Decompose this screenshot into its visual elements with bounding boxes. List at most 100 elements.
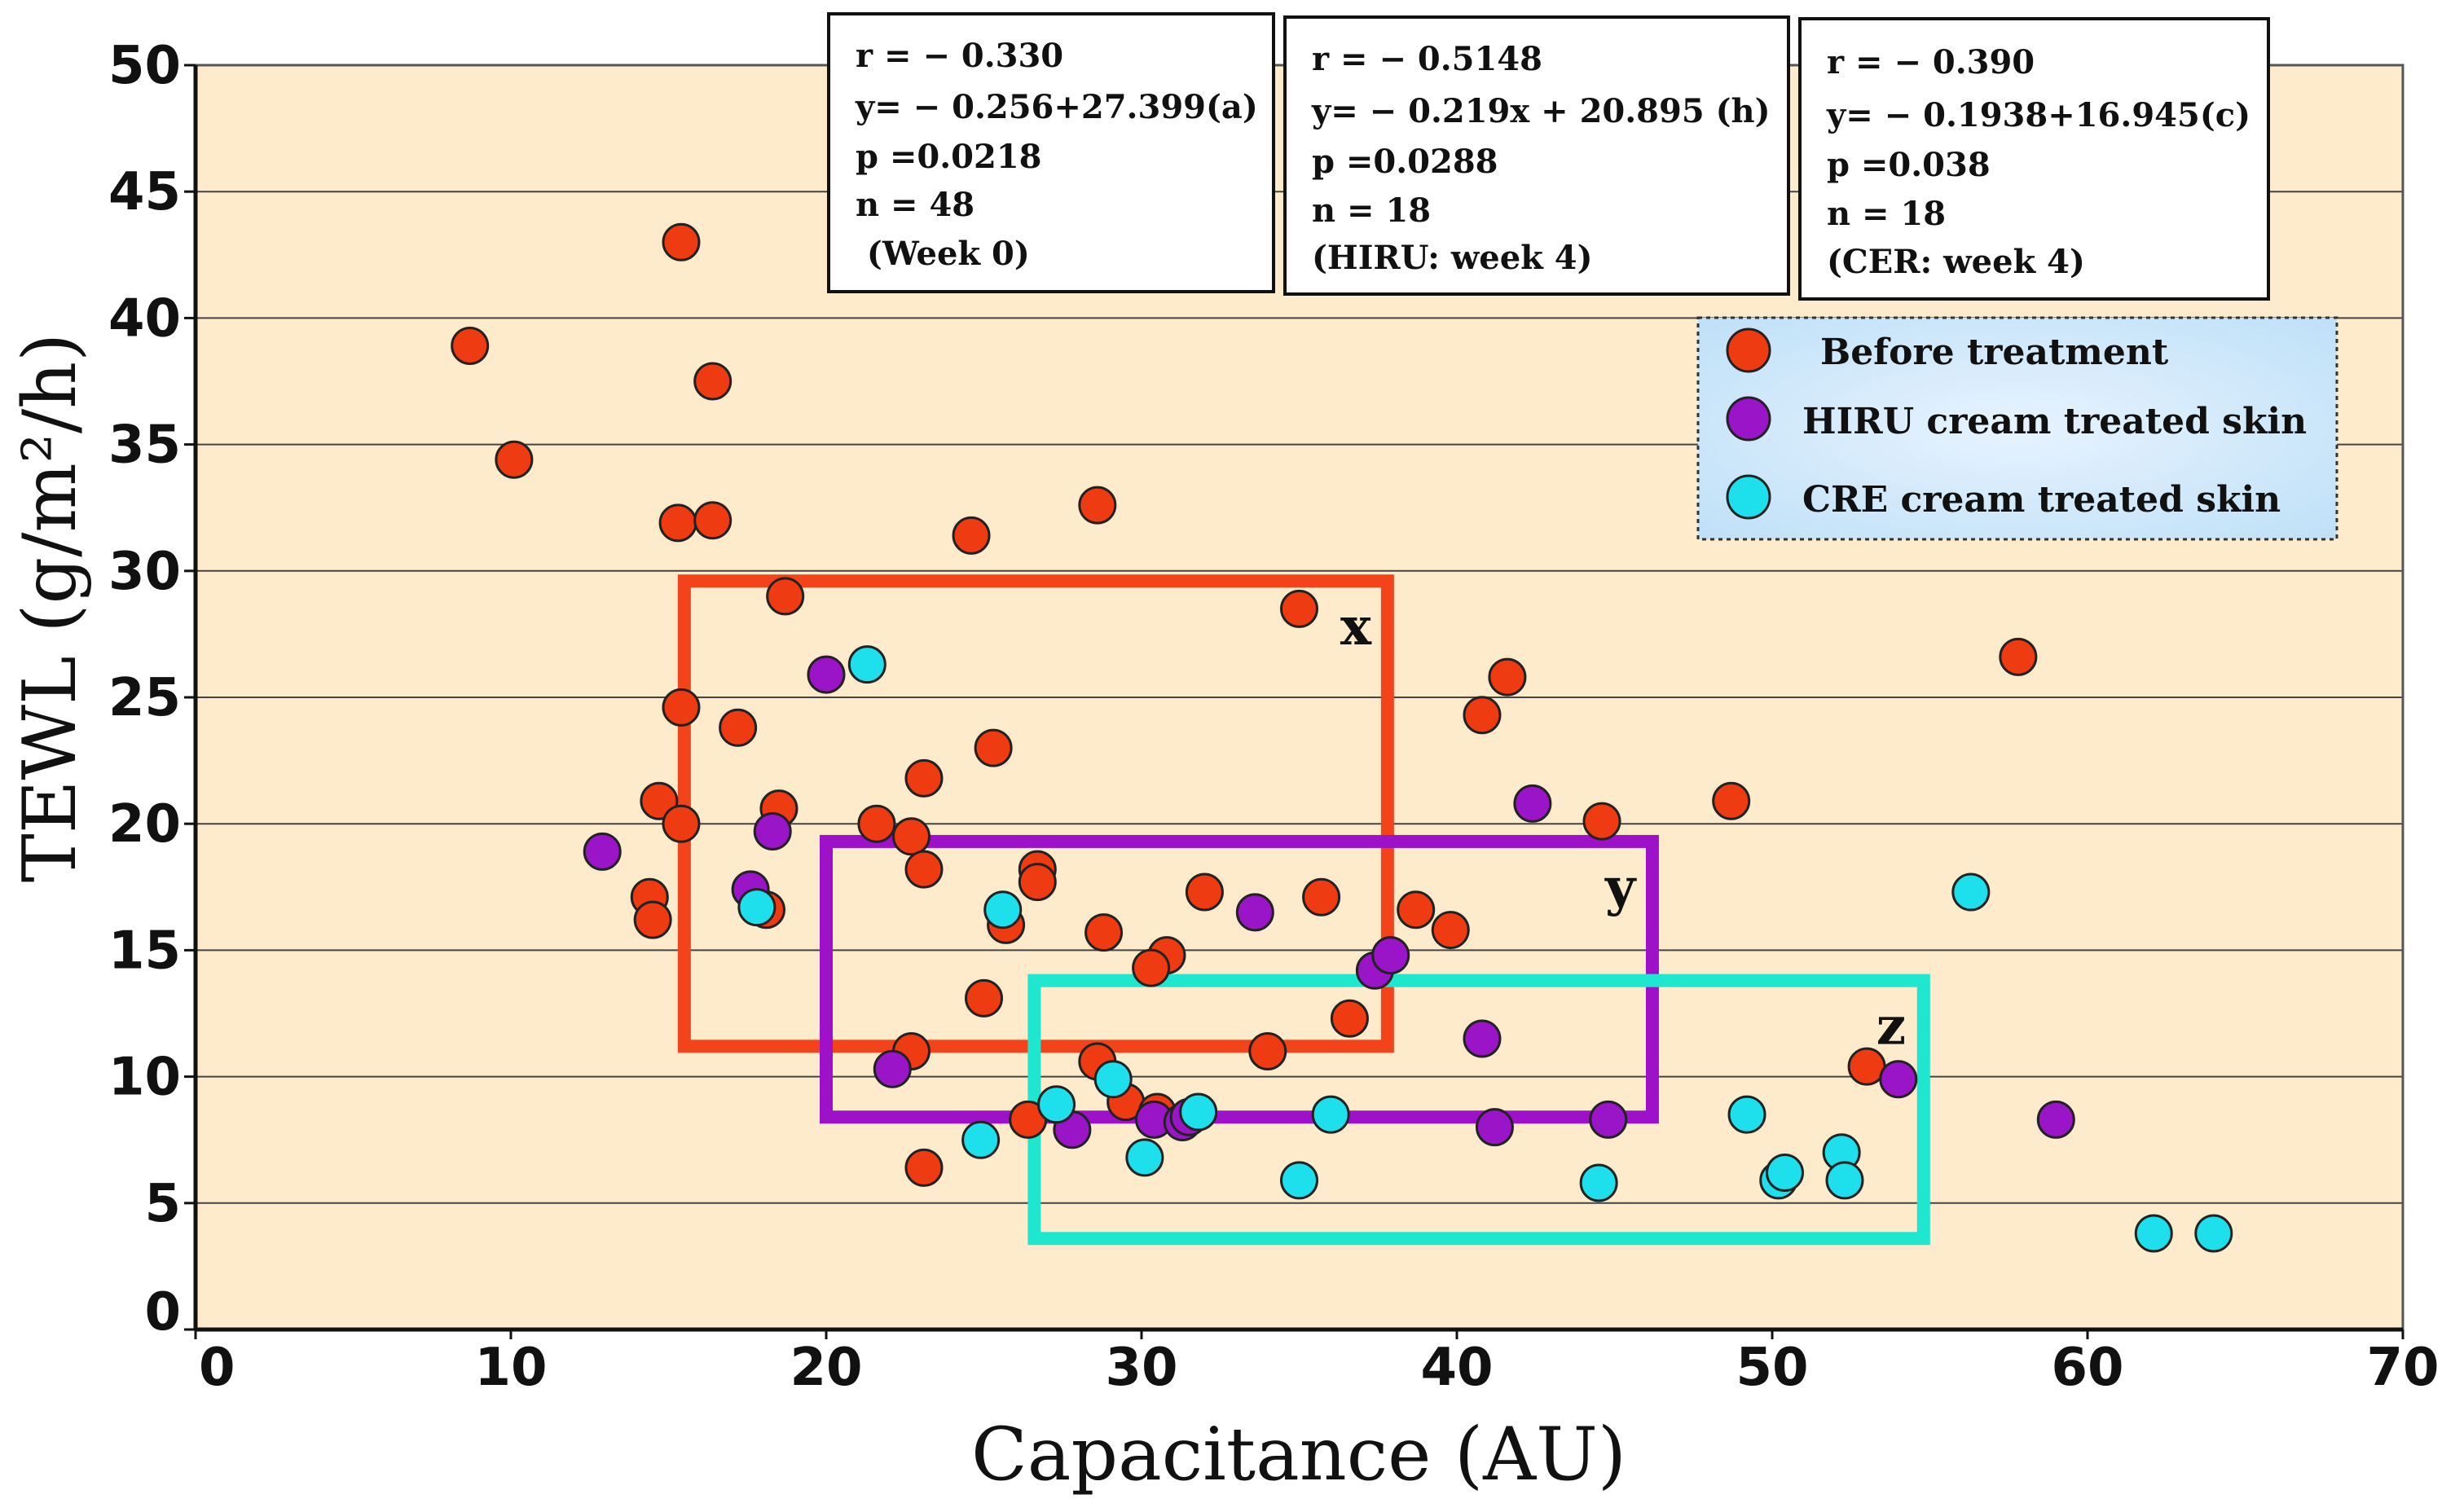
- point-s3-8: [1179, 1092, 1218, 1132]
- x-tick-label-20: 20: [790, 1338, 862, 1398]
- data-points: [451, 222, 2233, 1253]
- point-s1-22: [891, 817, 931, 856]
- point-s1-20: [1280, 589, 1318, 628]
- point-s1-45: [1712, 781, 1751, 820]
- point-s1-3: [662, 222, 701, 262]
- x-tick-labels: 0 10 20 30 40 50 60 70: [194, 1330, 2440, 1398]
- point-s3-19: [2194, 1214, 2233, 1253]
- point-s3-6: [1093, 1060, 1133, 1099]
- legend-marker-hiru: [1726, 396, 1771, 442]
- point-s1-2: [495, 440, 534, 479]
- region-label-x: x: [1340, 596, 1372, 657]
- point-s1-21: [857, 804, 896, 843]
- stats-box-cer-line-2: y= − 0.1938+16.945(c): [1826, 96, 2250, 134]
- y-tick-label-50: 50: [108, 36, 181, 96]
- point-s1-18: [952, 516, 991, 555]
- y-tick-label-45: 45: [108, 162, 181, 222]
- point-s1-1: [451, 327, 490, 366]
- point-s1-4: [693, 362, 733, 401]
- point-s1-23: [904, 850, 944, 889]
- stats-box-cer-line-4: n = 18: [1827, 195, 1946, 233]
- y-tick-label-10: 10: [108, 1048, 181, 1108]
- point-s1-41: [1431, 911, 1470, 950]
- stats-box-hiru-line-4: n = 18: [1312, 191, 1431, 230]
- point-s3-18: [2134, 1214, 2173, 1253]
- legend-label-before: Before treatment: [1820, 332, 2169, 373]
- point-s2-5: [873, 1049, 912, 1088]
- point-s1-27: [965, 978, 1003, 1018]
- point-s1-25: [1018, 863, 1057, 902]
- x-tick-label-10: 10: [474, 1338, 547, 1398]
- point-s1-31: [1302, 877, 1341, 916]
- point-s2-3: [753, 812, 792, 851]
- point-s1-5: [658, 503, 697, 543]
- point-s3-7: [1125, 1138, 1164, 1177]
- point-s2-9: [1235, 893, 1274, 932]
- point-s1-48: [1132, 948, 1171, 987]
- y-tick-labels: 0 5 10 15 20 25 30 35 40 45 50: [108, 36, 196, 1343]
- point-s1-10: [662, 804, 701, 843]
- point-s2-11: [1371, 936, 1410, 975]
- stats-box-cer-line-1: r = − 0.390: [1827, 43, 2035, 81]
- point-s2-12: [1463, 1019, 1502, 1058]
- point-s1-42: [1463, 696, 1502, 735]
- x-axis-title: Capacitance (AU): [971, 1412, 1626, 1497]
- y-tick-label-35: 35: [108, 415, 181, 476]
- stats-box-cer-line-3: p =0.038: [1827, 146, 1991, 184]
- point-s1-16: [904, 758, 944, 798]
- point-s1-32: [1330, 999, 1369, 1038]
- y-tick-label-40: 40: [108, 288, 181, 349]
- series-3-points: [737, 645, 2233, 1253]
- stats-box-week0-line-2: y= − 0.256+27.399(a): [855, 88, 1258, 126]
- legend-label-cre: CRE cream treated skin: [1802, 479, 2281, 521]
- point-s1-6: [693, 501, 733, 540]
- point-s2-13: [1475, 1108, 1514, 1147]
- point-s3-2: [737, 888, 777, 927]
- point-s1-40: [1397, 890, 1436, 930]
- point-s1-33: [1248, 1032, 1287, 1071]
- stats-box-cer: r = − 0.390 y= − 0.1938+16.945(c) p =0.0…: [1798, 17, 2270, 301]
- y-tick-label-5: 5: [144, 1174, 181, 1234]
- y-tick-label-20: 20: [108, 794, 181, 855]
- x-tick-label-60: 60: [2051, 1338, 2123, 1398]
- legend: Before treatment HIRU cream treated skin…: [1696, 316, 2338, 541]
- point-s3-16: [1825, 1161, 1864, 1200]
- stats-box-cer-line-5: (CER: week 4): [1827, 243, 2085, 281]
- point-s1-17: [974, 728, 1013, 767]
- legend-box: [1696, 316, 2338, 541]
- point-s3-5: [1037, 1085, 1076, 1124]
- point-s1-47: [1999, 637, 2038, 676]
- point-s1-7: [766, 577, 805, 616]
- point-s1-8: [662, 688, 701, 727]
- stats-box-hiru-line-3: p =0.0288: [1312, 143, 1498, 181]
- point-s3-3: [983, 890, 1023, 930]
- legend-marker-cre: [1726, 474, 1771, 520]
- stats-box-week0-line-3: p =0.0218: [856, 138, 1042, 176]
- point-s2-4: [807, 655, 846, 694]
- region-label-y: y: [1604, 857, 1637, 918]
- stats-box-hiru-line-1: r = − 0.5148: [1312, 40, 1542, 78]
- point-s3-12: [1727, 1095, 1766, 1134]
- legend-marker-before: [1726, 327, 1771, 373]
- point-s1-14: [633, 900, 672, 939]
- y-tick-label-25: 25: [108, 668, 181, 728]
- stats-box-hiru: r = − 0.5148 y= − 0.219x + 20.895 (h) p …: [1283, 15, 1790, 296]
- x-tick-label-40: 40: [1420, 1338, 1493, 1398]
- stats-box-hiru-line-2: y= − 0.219x + 20.895 (h): [1311, 92, 1771, 130]
- point-s2-17: [2036, 1100, 2075, 1139]
- region-label-z: z: [1876, 996, 1906, 1057]
- x-tick-label-50: 50: [1736, 1338, 1808, 1398]
- legend-label-hiru: HIRU cream treated skin: [1802, 401, 2307, 442]
- stats-box-week0-line-5: (Week 0): [856, 235, 1030, 273]
- point-s3-9: [1280, 1161, 1318, 1200]
- point-s3-4: [961, 1120, 1001, 1159]
- stats-box-week0-line-1: r = − 0.330: [856, 37, 1063, 75]
- stats-box-hiru-line-5: (HIRU: week 4): [1312, 239, 1593, 277]
- stats-box-week0-line-4: n = 48: [856, 186, 975, 224]
- y-tick-label-30: 30: [108, 542, 181, 602]
- point-s3-14: [1765, 1154, 1804, 1193]
- point-s2-14: [1513, 784, 1552, 823]
- point-s1-39: [904, 1148, 944, 1187]
- y-tick-label-15: 15: [108, 921, 181, 981]
